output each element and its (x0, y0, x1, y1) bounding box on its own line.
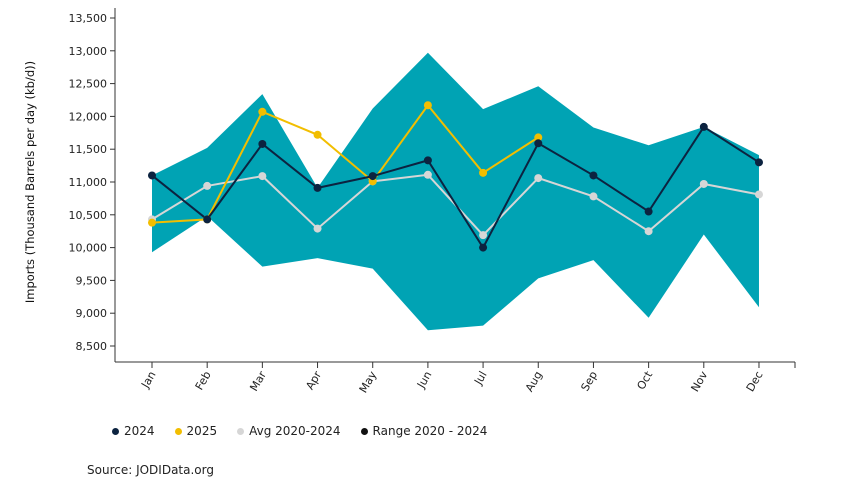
x-tick-label: Nov (688, 369, 710, 395)
point-avg-oct (644, 227, 653, 236)
point-avg-jul (479, 231, 488, 240)
point-2025-mar (258, 107, 267, 116)
legend-item-2025[interactable]: 2025 (174, 424, 218, 438)
point-avg-aug (534, 174, 543, 183)
x-tick-label: Jan (138, 369, 158, 391)
y-tick-label: 12,000 (69, 110, 108, 123)
point-2025-jun (423, 101, 432, 110)
point-2025-jul (479, 168, 488, 177)
y-axis-title: Imports (Thousand Barrels per day (kb/d)… (23, 61, 37, 303)
legend-label-avg: Avg 2020-2024 (249, 424, 341, 438)
point-2024-sep (589, 171, 598, 180)
legend-label-2025: 2025 (186, 424, 218, 438)
axes: 8,500 9,000 9,500 10,000 10,500 11,000 11,500 1… (69, 8, 796, 395)
series-line-2025 (151, 103, 539, 224)
legend-item-avg[interactable]: Avg 2020-2024 (237, 424, 341, 438)
point-avg-feb (203, 181, 212, 190)
point-avg-apr (313, 224, 322, 233)
range-area (152, 52, 759, 331)
x-tick-label: Apr (303, 369, 324, 392)
chart: 8,500 9,000 9,500 10,000 10,500 11,000 11,500 1… (23, 8, 796, 395)
range-band (152, 52, 759, 331)
y-tick-label: 13,500 (69, 12, 108, 25)
y-tick-label: 10,500 (69, 209, 108, 222)
x-tick-label: May (357, 369, 380, 396)
x-tick-label: Sep (578, 369, 600, 393)
point-2024-dec (754, 158, 763, 167)
point-avg-sep (589, 192, 598, 201)
point-2024-jan (148, 171, 156, 180)
legend-marker-avg (237, 427, 245, 435)
series-points (148, 101, 763, 252)
point-2024-apr (313, 183, 322, 192)
point-avg-dec (754, 190, 763, 199)
y-tick-label: 11,000 (69, 176, 108, 189)
point-2024-feb (203, 215, 212, 224)
y-tick-label: 11,500 (69, 143, 108, 156)
x-tick-label: Feb (193, 369, 214, 392)
source-note: Source: JODIData.org (87, 463, 214, 477)
x-tick-label: Dec (744, 369, 766, 394)
x-tick-label: Aug (523, 369, 545, 394)
series-line-2024 (151, 125, 760, 250)
legend-marker-range (360, 427, 368, 435)
point-avg-mar (258, 172, 267, 181)
legend: 2024 2025 Avg 2020-2024 Range 2020 - 202… (112, 424, 487, 438)
legend-marker-2024 (112, 427, 119, 435)
point-2024-jul (479, 243, 488, 252)
legend-label-range: Range 2020 - 2024 (372, 424, 488, 438)
point-2024-may (368, 172, 377, 181)
point-2024-jun (423, 156, 432, 165)
point-2024-aug (534, 139, 543, 148)
point-2024-mar (258, 139, 267, 148)
legend-item-range[interactable]: Range 2020 - 2024 (360, 424, 488, 438)
x-tick-label: Mar (247, 369, 269, 394)
point-2024-oct (644, 207, 653, 216)
point-avg-nov (699, 179, 708, 188)
point-2025-aug (534, 133, 543, 142)
legend-marker-2025 (174, 427, 182, 435)
y-tick-label: 9,000 (76, 307, 108, 320)
y-tick-label: 13,000 (69, 45, 108, 58)
legend-item-2024[interactable]: 2024 (112, 424, 155, 438)
x-tick-label: Jun (414, 369, 434, 391)
series-lines (151, 103, 760, 250)
x-tick-label: Oct (634, 368, 655, 392)
point-2025-apr (313, 130, 322, 139)
y-tick-label: 12,500 (69, 78, 108, 91)
y-tick-label: 8,500 (76, 340, 108, 353)
point-2025-jan (148, 218, 156, 227)
point-avg-jun (423, 170, 432, 179)
y-tick-label: 9,500 (76, 274, 108, 287)
point-2024-nov (699, 122, 708, 131)
y-tick-label: 10,000 (69, 242, 108, 255)
legend-label-2024: 2024 (124, 424, 155, 438)
x-tick-label: Jul (471, 369, 489, 388)
